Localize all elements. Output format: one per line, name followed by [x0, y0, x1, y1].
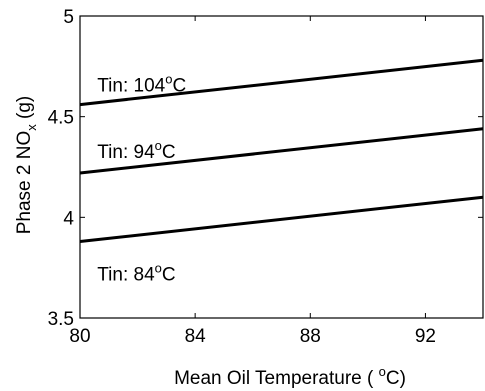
series-annotation: Tin: 104oC	[97, 71, 186, 96]
plot-border	[79, 15, 484, 319]
ticks: 80 84 88 92 3.5 4 4.5 5	[48, 7, 483, 347]
y-tick-label: 5	[63, 7, 74, 28]
x-tick-label: 80	[69, 326, 90, 347]
series-annotation: Tin: 84oC	[97, 261, 175, 286]
y-axis-label: Phase 2 NOx (g)	[14, 96, 39, 235]
series-line	[79, 58, 484, 107]
x-axis-label: Mean Oil Temperature ( oC)	[174, 364, 406, 389]
y-tick-label: 4.5	[48, 108, 74, 129]
x-tick-label: 84	[185, 326, 207, 347]
y-tick-label: 3.5	[48, 309, 74, 330]
series-labels: Tin: 104oC Tin: 94oC Tin: 84oC	[97, 71, 186, 285]
x-tick-label: 92	[415, 326, 436, 347]
series-line	[79, 195, 484, 243]
y-tick-label: 4	[63, 208, 74, 229]
series-lines	[79, 58, 484, 243]
plot-frame	[79, 15, 484, 319]
series-line	[79, 127, 484, 175]
x-tick-label: 88	[300, 326, 321, 347]
series-annotation: Tin: 94oC	[97, 138, 175, 163]
